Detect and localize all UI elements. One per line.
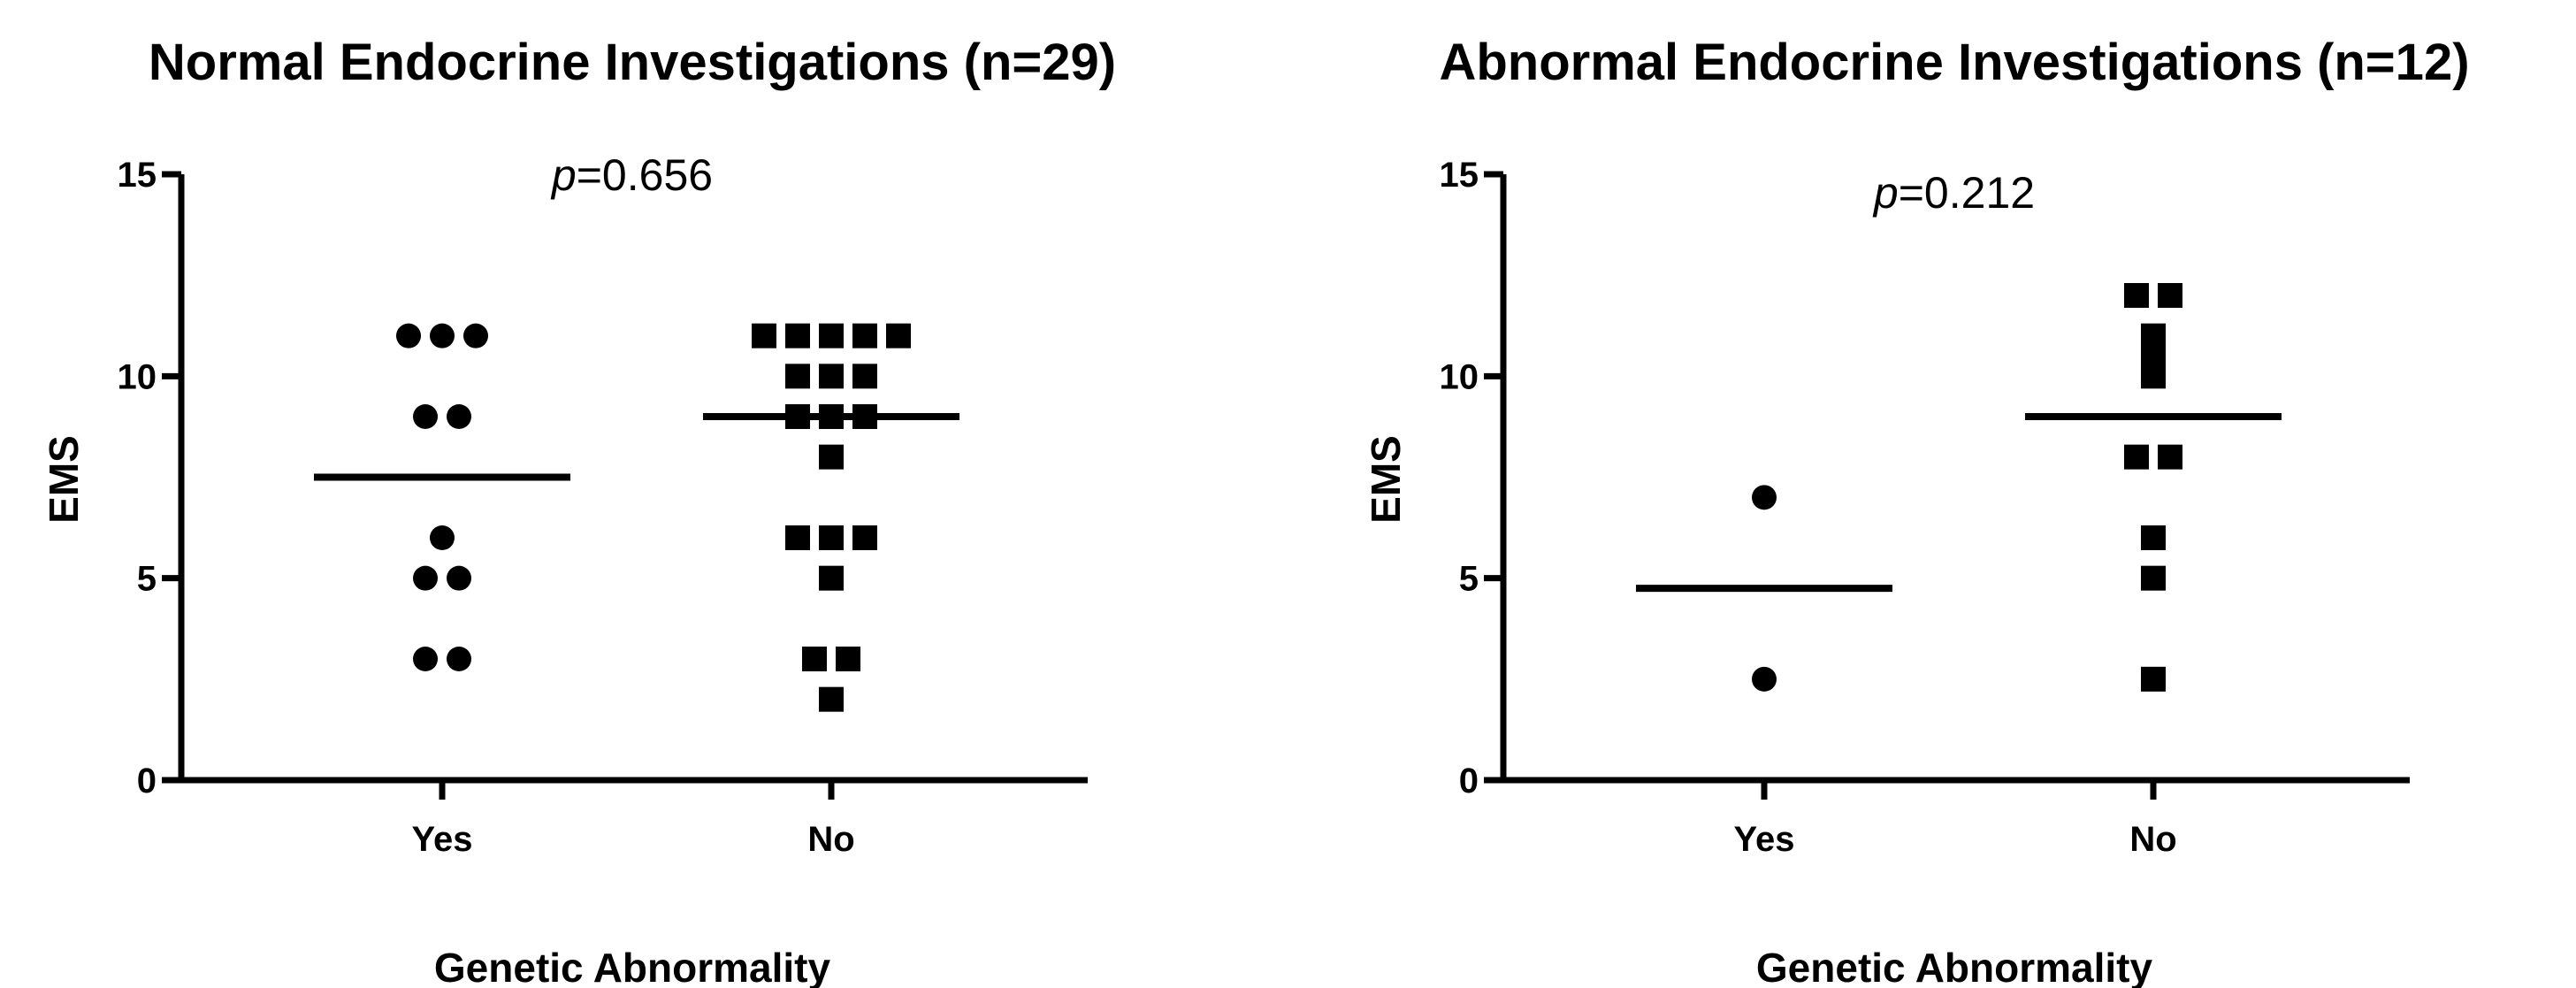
x-tick-label-no: No [2129, 820, 2176, 859]
data-point [819, 364, 844, 389]
data-point [836, 647, 860, 671]
x-ticks: Yes No [412, 820, 855, 859]
data-point [413, 565, 438, 591]
data-point [430, 323, 455, 348]
data-point [819, 444, 844, 470]
data-point [802, 647, 827, 671]
data-point [447, 565, 471, 591]
data-point [413, 647, 438, 671]
data-point [447, 647, 471, 671]
y-tick-label: 0 [1459, 762, 1479, 800]
y-tick-label: 5 [137, 560, 157, 599]
data-point [785, 364, 810, 389]
data-point [2141, 364, 2166, 389]
data-point [2124, 283, 2149, 308]
data-marks [314, 323, 959, 712]
chart-title: Normal Endocrine Investigations (n=29) [149, 34, 1116, 91]
data-point [852, 525, 877, 550]
data-point [819, 525, 844, 550]
data-point [2141, 565, 2166, 591]
data-point [785, 525, 810, 550]
x-ticks: Yes No [1734, 820, 2177, 859]
data-point [2124, 444, 2149, 470]
y-tick-label: 5 [1459, 560, 1479, 599]
y-tick-label: 0 [137, 762, 157, 800]
data-point [752, 323, 776, 348]
data-point [430, 525, 455, 550]
data-point [447, 404, 471, 429]
x-axis-label: Genetic Abnormality [1756, 945, 2153, 988]
y-ticks: 0 5 10 15 [1440, 156, 1479, 800]
data-point [413, 404, 438, 429]
data-point [463, 323, 488, 348]
y-axis-label: EMS [1363, 435, 1409, 524]
y-axis-label: EMS [41, 435, 87, 524]
axis-lines [1500, 174, 2410, 784]
data-point [396, 323, 421, 348]
x-tick-label-no: No [807, 820, 854, 859]
p-value-annotation: p=0.212 [1872, 168, 2035, 218]
data-point [785, 323, 810, 348]
data-point [2141, 666, 2166, 692]
data-point [819, 323, 844, 348]
y-tick-label: 15 [118, 156, 157, 195]
y-tick-label: 10 [1440, 357, 1479, 396]
axes [162, 171, 1088, 800]
p-value-annotation: p=0.656 [550, 150, 713, 200]
y-ticks: 0 5 10 15 [118, 156, 157, 800]
panel-abnormal-endocrine: Abnormal Endocrine Investigations (n=12)… [1363, 34, 2470, 988]
data-point [886, 323, 911, 348]
data-point [852, 364, 877, 389]
data-point [819, 565, 844, 591]
data-point [2141, 525, 2166, 550]
data-point [1752, 485, 1777, 510]
data-point [852, 323, 877, 348]
x-tick-label-yes: Yes [412, 820, 473, 859]
data-marks [1636, 283, 2282, 692]
chart-title: Abnormal Endocrine Investigations (n=12) [1439, 34, 2469, 91]
data-point [2158, 444, 2182, 470]
axes [1484, 171, 2410, 800]
y-tick-label: 15 [1440, 156, 1479, 195]
data-point [2158, 283, 2182, 308]
panel-normal-endocrine: Normal Endocrine Investigations (n=29) p… [41, 34, 1116, 988]
x-axis-label: Genetic Abnormality [434, 945, 831, 988]
data-point [1752, 666, 1777, 692]
data-point [819, 686, 844, 712]
x-tick-label-yes: Yes [1734, 820, 1795, 859]
y-tick-label: 10 [118, 357, 157, 396]
